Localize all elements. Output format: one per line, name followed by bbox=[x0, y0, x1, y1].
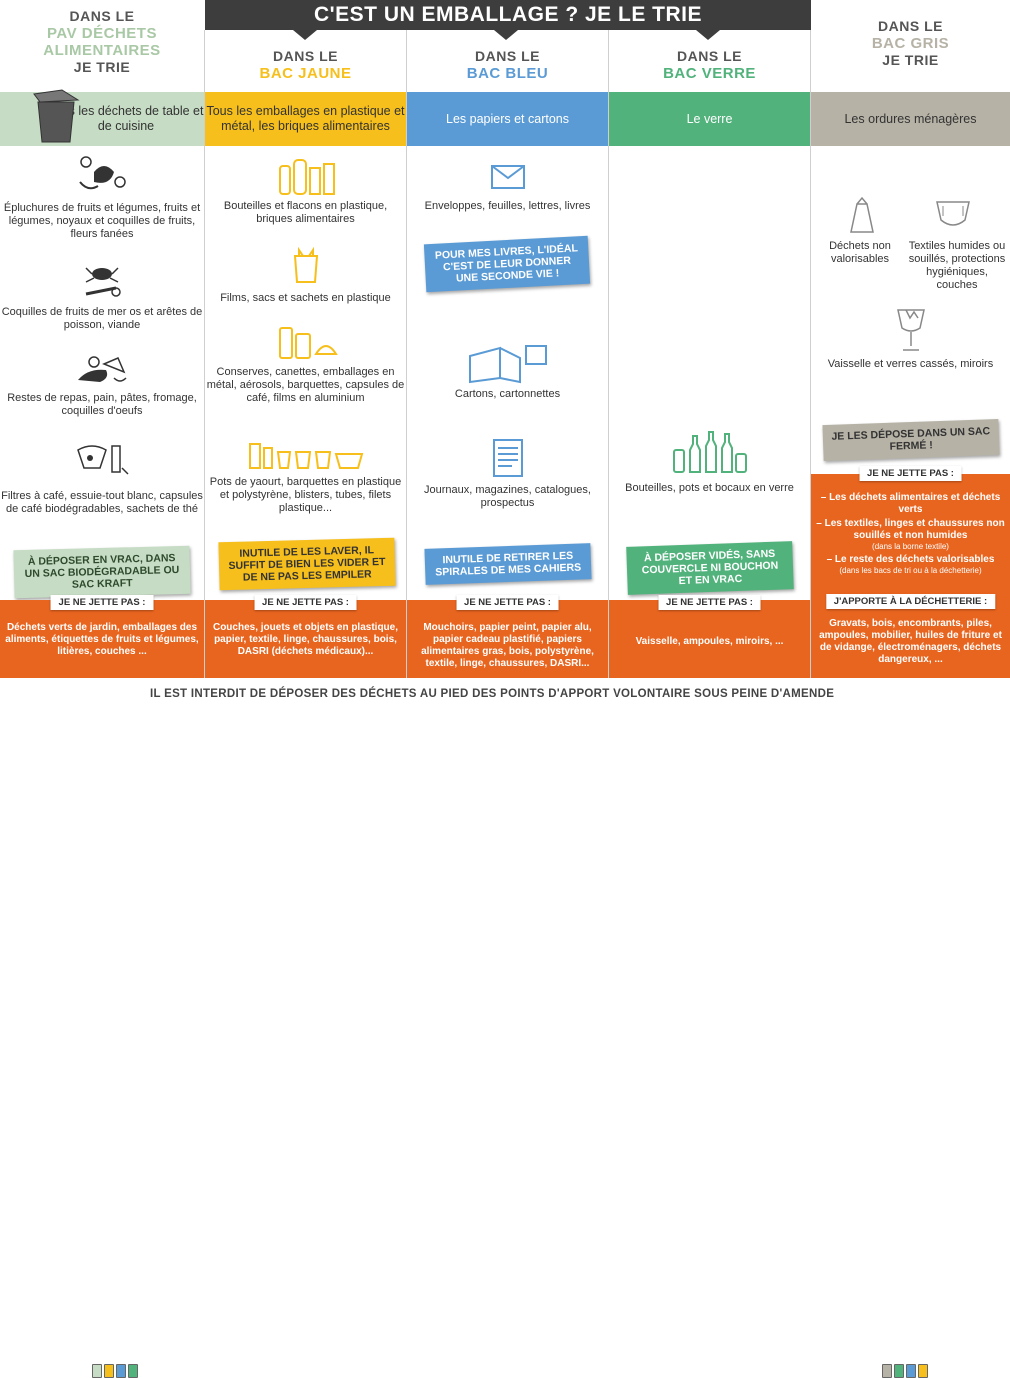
coffee-filter-icon bbox=[77, 445, 129, 475]
cans-icon bbox=[278, 327, 338, 359]
compost-bin-icon bbox=[33, 89, 80, 143]
column-header: DANS LE BAC GRIS JE TRIE bbox=[871, 18, 950, 68]
column-bac-gris: DANS LE BAC GRIS JE TRIE Les ordures mén… bbox=[811, 0, 1010, 678]
forbidden-label: JE NE JETTE PAS : bbox=[50, 595, 154, 610]
item-label: Enveloppes, feuilles, lettres, livres bbox=[424, 200, 591, 212]
column-header: DANS LE BAC JAUNE bbox=[259, 48, 352, 82]
column-divider bbox=[406, 30, 407, 678]
forbidden-panel bbox=[609, 600, 810, 678]
instruction-tag: POUR MES LIVRES, L'IDÉAL C'EST DE LEUR D… bbox=[423, 235, 591, 293]
banner-arrow bbox=[293, 30, 317, 40]
column-divider bbox=[810, 30, 811, 678]
forbidden-list: – Les déchets alimentaires et déchets ve… bbox=[816, 492, 1005, 575]
mini-bin-icon bbox=[882, 1364, 892, 1378]
plastic-bottles-icon bbox=[278, 159, 335, 195]
column-header: DANS LE BAC VERRE bbox=[663, 48, 756, 82]
item-label: Journaux, magazines, catalogues, prospec… bbox=[424, 484, 591, 509]
dechetterie-label: J'APPORTE À LA DÉCHETTERIE : bbox=[825, 594, 996, 609]
mini-bin-icon bbox=[116, 1364, 126, 1378]
forbidden-label: JE NE JETTE PAS : bbox=[254, 595, 357, 610]
mini-bin-icon bbox=[92, 1364, 102, 1378]
footer: IL EST INTERDIT DE DÉPOSER DES DÉCHETS A… bbox=[0, 680, 1010, 1378]
column-bac-jaune: DANS LE BAC JAUNE Tous les emballages en… bbox=[205, 0, 406, 678]
instruction-tag: À DÉPOSER EN VRAC, DANS UN SAC BIODÉGRAD… bbox=[13, 545, 191, 599]
item-label: Coquilles de fruits de mer os et arêtes … bbox=[1, 306, 203, 331]
forbidden-label: JE NE JETTE PAS : bbox=[859, 466, 962, 481]
item-label: Épluchures de fruits et légumes, fruits … bbox=[3, 202, 201, 240]
trash-bag-icon bbox=[850, 196, 874, 233]
item-label: Films, sacs et sachets en plastique bbox=[220, 292, 391, 304]
seafood-shell-icon bbox=[85, 267, 121, 297]
yogurt-pots-icon bbox=[248, 443, 363, 469]
bread-cheese-icon bbox=[78, 356, 127, 382]
mini-bin-icon bbox=[918, 1364, 928, 1378]
forbidden-label: JE NE JETTE PAS : bbox=[658, 595, 761, 610]
forbidden-panel bbox=[407, 600, 608, 678]
item-label: Cartons, cartonnettes bbox=[454, 388, 561, 400]
instruction-tag: À DÉPOSER VIDÉS, SANS COUVERCLE NI BOUCH… bbox=[626, 541, 794, 595]
mini-bin-icon bbox=[128, 1364, 138, 1378]
forbidden-panel bbox=[0, 600, 204, 678]
forbidden-label: JE NE JETTE PAS : bbox=[456, 595, 559, 610]
mini-bin-icon bbox=[894, 1364, 904, 1378]
item-label: Bouteilles, pots et bocaux en verre bbox=[625, 482, 794, 494]
column-divider bbox=[608, 30, 609, 678]
forbidden-list: Mouchoirs, papier peint, papier alu, pap… bbox=[421, 622, 594, 669]
instruction-tag: JE LES DÉPOSE DANS UN SAC FERMÉ ! bbox=[822, 418, 1000, 462]
column-header: DANS LE BAC BLEU bbox=[466, 48, 549, 82]
category-bar: Les ordures ménagères bbox=[811, 92, 1010, 146]
column-pav-dechets-alimentaires: DANS LE PAV DÉCHETS ALIMENTAIRES JE TRIE… bbox=[0, 0, 204, 678]
category-bar: Tous les emballages en plastique et méta… bbox=[205, 92, 406, 146]
banner-arrow bbox=[696, 30, 720, 40]
forbidden-list: Vaisselle, ampoules, miroirs, ... bbox=[635, 636, 784, 647]
cardboard-box-icon bbox=[468, 345, 547, 384]
item-label: Restes de repas, pain, pâtes, fromage, c… bbox=[7, 392, 197, 417]
column-divider bbox=[204, 30, 205, 678]
footer-warning: IL EST INTERDIT DE DÉPOSER DES DÉCHETS A… bbox=[150, 688, 835, 700]
item-label: Déchets non valorisables bbox=[829, 240, 891, 265]
page-title: C'EST UN EMBALLAGE ? JE LE TRIE bbox=[205, 0, 811, 30]
item-label: Textiles humides ou souillés, protection… bbox=[908, 240, 1006, 291]
mini-bin-icon bbox=[104, 1364, 114, 1378]
forbidden-panel bbox=[811, 474, 1010, 678]
instruction-tag: INUTILE DE RETIRER LES SPIRALES DE MES C… bbox=[424, 543, 592, 585]
forbidden-panel bbox=[205, 600, 406, 678]
category-bar: Les papiers et cartons bbox=[407, 92, 608, 146]
diaper-icon bbox=[936, 201, 970, 226]
item-label: Vaisselle et verres cassés, miroirs bbox=[827, 358, 994, 370]
forbidden-list: Couches, jouets et objets en plastique, … bbox=[212, 622, 399, 657]
broken-glass-icon bbox=[896, 309, 925, 351]
envelope-icon bbox=[490, 165, 525, 189]
banner-arrow bbox=[494, 30, 518, 40]
column-header: DANS LE PAV DÉCHETS ALIMENTAIRES JE TRIE bbox=[43, 8, 161, 75]
item-label: Conserves, canettes, emballages en métal… bbox=[206, 366, 405, 404]
column-bac-bleu: DANS LE BAC BLEU Les papiers et cartons … bbox=[407, 0, 608, 678]
instruction-tag: INUTILE DE LES LAVER, IL SUFFIT DE BIEN … bbox=[218, 537, 396, 591]
category-bar: Le verre bbox=[609, 92, 810, 146]
dechetterie-list: Gravats, bois, encombrants, piles, ampou… bbox=[819, 618, 1002, 665]
newspaper-icon bbox=[492, 439, 523, 477]
glass-bottles-icon bbox=[672, 431, 747, 473]
plastic-bag-icon bbox=[293, 246, 318, 283]
item-label: Pots de yaourt, barquettes en plastique … bbox=[209, 476, 402, 514]
category-bar: Tous les déchets de table et de cuisine bbox=[0, 92, 204, 146]
item-label: Filtres à café, essuie-tout blanc, capsu… bbox=[1, 490, 203, 515]
forbidden-list: Déchets verts de jardin, emballages des … bbox=[5, 622, 199, 657]
mini-bin-icon bbox=[906, 1364, 916, 1378]
fruit-peels-icon bbox=[79, 156, 126, 190]
column-bac-verre: DANS LE BAC VERRE Le verre Bouteilles, p… bbox=[609, 0, 810, 678]
item-label: Bouteilles et flacons en plastique, briq… bbox=[223, 200, 388, 225]
